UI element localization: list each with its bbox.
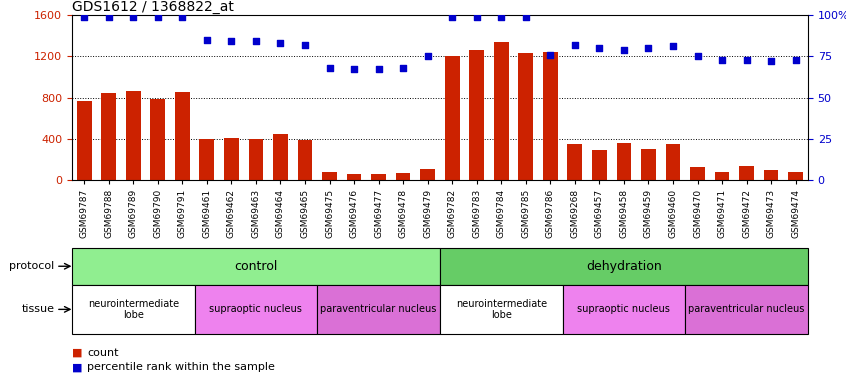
Bar	[102, 93, 116, 180]
Point	[739, 57, 753, 63]
Point	[666, 44, 679, 50]
Bar	[666, 144, 680, 180]
Bar	[195, 285, 317, 334]
Point	[470, 13, 483, 20]
Bar	[690, 166, 705, 180]
Point	[764, 58, 777, 64]
Bar	[347, 174, 361, 180]
Point	[273, 40, 287, 46]
Bar	[396, 173, 410, 180]
Bar	[494, 42, 508, 180]
Bar	[519, 53, 533, 180]
Bar	[641, 148, 656, 180]
Bar	[568, 144, 582, 180]
Text: count: count	[87, 348, 118, 357]
Point	[396, 65, 409, 71]
Bar	[72, 248, 440, 285]
Point	[249, 38, 262, 44]
Bar	[685, 285, 808, 334]
Bar	[273, 134, 288, 180]
Bar	[592, 150, 607, 180]
Point	[420, 53, 434, 59]
Text: dehydration: dehydration	[586, 260, 662, 273]
Text: supraoptic nucleus: supraoptic nucleus	[578, 304, 670, 314]
Point	[519, 13, 532, 20]
Text: protocol: protocol	[9, 261, 55, 271]
Point	[200, 37, 213, 43]
Point	[690, 53, 704, 59]
Bar	[317, 285, 440, 334]
Point	[494, 13, 508, 20]
Bar	[440, 285, 563, 334]
Text: ■: ■	[72, 348, 82, 357]
Point	[445, 13, 459, 20]
Point	[126, 13, 140, 20]
Bar	[77, 100, 91, 180]
Bar	[617, 143, 631, 180]
Point	[592, 45, 606, 51]
Point	[102, 13, 115, 20]
Bar	[126, 92, 140, 180]
Bar	[322, 172, 337, 180]
Bar	[470, 50, 484, 180]
Text: percentile rank within the sample: percentile rank within the sample	[87, 363, 275, 372]
Bar	[420, 169, 435, 180]
Point	[151, 13, 164, 20]
Bar	[445, 56, 459, 180]
Bar	[764, 170, 778, 180]
Point	[715, 57, 728, 63]
Bar	[739, 166, 754, 180]
Bar	[249, 139, 263, 180]
Point	[617, 46, 630, 53]
Text: supraoptic nucleus: supraoptic nucleus	[210, 304, 302, 314]
Bar	[200, 139, 214, 180]
Point	[322, 65, 336, 71]
Text: GDS1612 / 1368822_at: GDS1612 / 1368822_at	[72, 0, 233, 14]
Text: tissue: tissue	[22, 304, 55, 314]
Bar	[543, 52, 558, 180]
Point	[543, 52, 557, 58]
Point	[371, 66, 385, 72]
Bar	[175, 92, 190, 180]
Text: neurointermediate
lobe: neurointermediate lobe	[456, 298, 547, 320]
Text: control: control	[234, 260, 277, 273]
Bar	[72, 285, 195, 334]
Text: neurointermediate
lobe: neurointermediate lobe	[88, 298, 179, 320]
Text: paraventricular nucleus: paraventricular nucleus	[689, 304, 805, 314]
Point	[175, 13, 189, 20]
Point	[788, 57, 802, 63]
Bar	[298, 140, 312, 180]
Bar	[151, 99, 165, 180]
Point	[77, 13, 91, 20]
Bar	[371, 174, 386, 180]
Point	[347, 66, 360, 72]
Text: ■: ■	[72, 363, 82, 372]
Point	[568, 42, 581, 48]
Bar	[224, 138, 239, 180]
Bar	[788, 172, 803, 180]
Point	[298, 42, 311, 48]
Bar	[715, 172, 729, 180]
Bar	[563, 285, 685, 334]
Point	[641, 45, 655, 51]
Text: paraventricular nucleus: paraventricular nucleus	[321, 304, 437, 314]
Bar	[440, 248, 808, 285]
Point	[224, 38, 238, 44]
